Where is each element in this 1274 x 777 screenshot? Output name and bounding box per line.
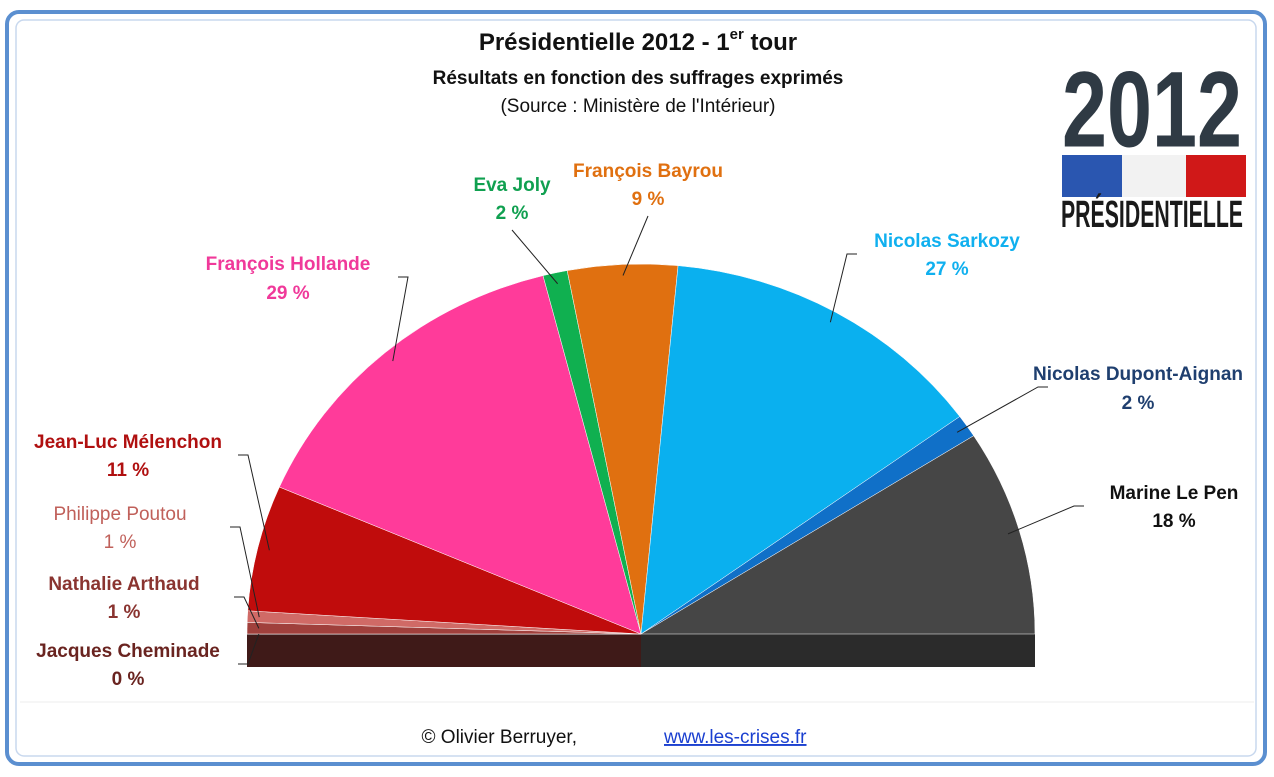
slice <box>279 275 642 635</box>
link[interactable]: www.les-crises.fr <box>663 727 807 748</box>
slice <box>640 265 961 635</box>
subtitle: Résultats en fonction des suffrages expr… <box>433 68 844 89</box>
leader-line <box>622 215 649 276</box>
value-label: 1 % <box>108 602 141 623</box>
slice-label: François Bayrou <box>573 161 723 182</box>
base-left <box>247 634 641 667</box>
chart-title: Présidentielle 2012 - 1er tour <box>479 26 797 56</box>
leader-line <box>230 526 260 618</box>
leader-line <box>956 386 1048 433</box>
slice-label: Nathalie Arthaud <box>48 574 199 595</box>
slice-label: François Hollande <box>206 254 371 275</box>
slice-label: Philippe Poutou <box>53 504 186 525</box>
title-sup: er <box>730 26 744 43</box>
leader-line <box>234 596 260 629</box>
slice-label: Nicolas Dupont-Aignan <box>1033 364 1243 385</box>
value-label: 1 % <box>104 532 137 553</box>
leader-line <box>238 633 260 665</box>
title-main: Présidentielle 2012 - 1 <box>479 29 730 56</box>
base-right <box>641 634 1035 667</box>
leader-line <box>511 229 559 285</box>
slice-label: Jean-Luc Mélenchon <box>34 432 222 453</box>
source: (Source : Ministère de l'Intérieur) <box>500 96 775 117</box>
credit: © Olivier Berruyer, <box>422 727 577 748</box>
value-label: 18 % <box>1152 511 1195 532</box>
slice-label: Jacques Cheminade <box>36 641 220 662</box>
value-label: 9 % <box>632 189 665 210</box>
inner-frame <box>15 19 1257 757</box>
slice <box>640 435 1036 635</box>
value-label: 2 % <box>1122 393 1155 414</box>
title-end: tour <box>744 29 797 56</box>
value-label: 11 % <box>107 460 149 481</box>
flag-red <box>1186 155 1246 197</box>
leader-line <box>1007 505 1084 535</box>
slice-label: Nicolas Sarkozy <box>874 231 1020 252</box>
logo: 2012 PRÉSIDENTIELLE <box>1061 49 1246 236</box>
slice-label: Marine Le Pen <box>1110 483 1239 504</box>
value-label: 29 % <box>266 283 309 304</box>
logo-text: PRÉSIDENTIELLE <box>1061 192 1243 236</box>
leader-line <box>829 253 857 323</box>
slice <box>247 486 642 635</box>
value-label: 27 % <box>925 259 968 280</box>
leader-line <box>238 454 270 551</box>
leader-line <box>392 276 409 362</box>
slice-label: Eva Joly <box>473 175 551 196</box>
value-label: 2 % <box>496 203 529 224</box>
flag-white <box>1122 155 1186 197</box>
logo-year: 2012 <box>1062 49 1242 170</box>
value-label: 0 % <box>112 669 145 690</box>
